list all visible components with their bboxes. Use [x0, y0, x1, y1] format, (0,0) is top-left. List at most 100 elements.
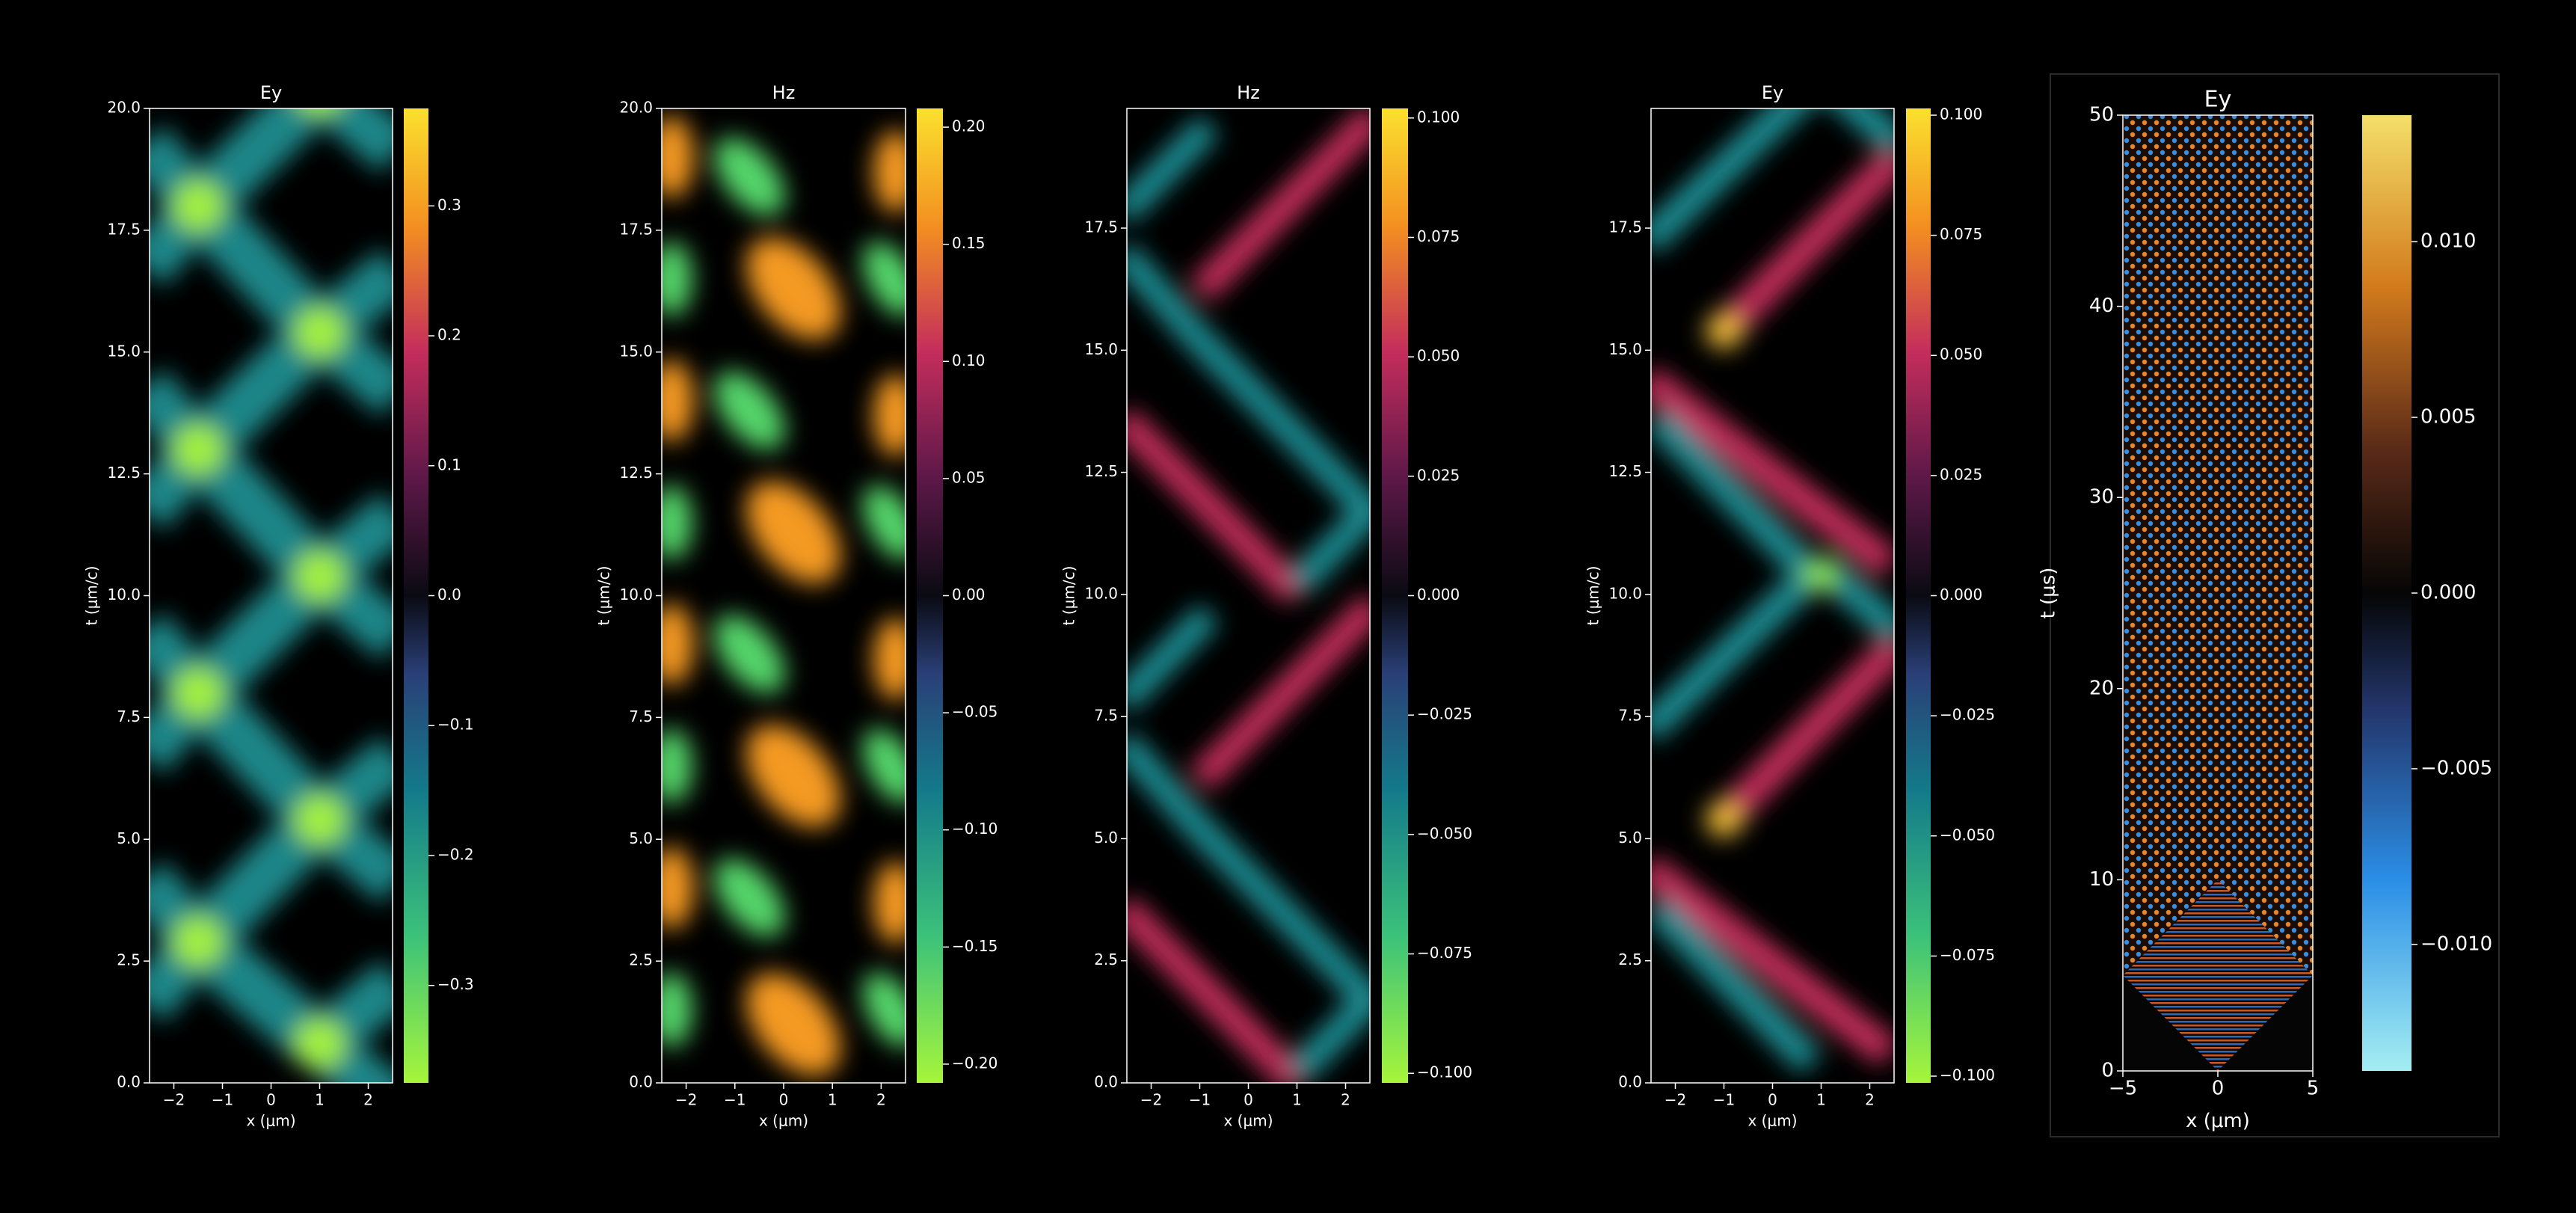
colorbar	[404, 108, 428, 1083]
colorbar-tick-label: −0.20	[952, 1054, 997, 1072]
x-tick-label: −1	[1713, 1091, 1735, 1109]
x-tick-label: −1	[1189, 1091, 1211, 1109]
x-tick-label: 0	[2212, 1078, 2225, 1100]
y-axis-label: t (μs)	[2038, 568, 2060, 619]
heatmap	[1651, 108, 1894, 1083]
field-peak	[1706, 801, 1742, 838]
y-tick-label: 12.5	[619, 464, 653, 482]
colorbar-tick-label: −0.2	[437, 845, 474, 863]
colorbar	[1906, 108, 1931, 1083]
y-tick-label: 12.5	[1608, 462, 1642, 480]
colorbar-tick-label: 0.0	[437, 586, 461, 604]
y-tick-label: 15.0	[619, 342, 653, 360]
y-tick-label: 17.5	[1084, 218, 1118, 236]
field-band	[1651, 408, 1822, 586]
field-band	[1190, 330, 1370, 526]
colorbar-tick-label: 0.000	[1940, 586, 1982, 604]
y-tick-label: 20.0	[619, 99, 653, 117]
y-tick-label: 40	[2089, 295, 2114, 317]
colorbar-tick-label: −0.10	[952, 820, 997, 838]
y-tick-label: 20	[2089, 677, 2114, 699]
field-band	[335, 108, 337, 110]
colorbar-tick-label: −0.100	[1940, 1066, 1995, 1084]
y-axis-label: t (μm/c)	[1584, 566, 1602, 626]
colorbar-tick-label: 0.100	[1417, 108, 1460, 126]
field-peak	[746, 481, 841, 584]
y-tick-label: 10.0	[1608, 584, 1642, 602]
x-axis-label: x (μm)	[1747, 1112, 1797, 1130]
y-tick-label: 7.5	[117, 707, 141, 725]
colorbar-tick-label: 0.005	[2420, 406, 2476, 429]
y-tick-label: 12.5	[1084, 462, 1118, 480]
field-band	[1189, 593, 1370, 791]
colorbar-tick-label: 0.100	[1940, 105, 1982, 123]
colorbar-tick-label: −0.1	[437, 716, 474, 734]
heatmap	[2123, 115, 2313, 1071]
x-axis-label: x (μm)	[759, 1112, 808, 1130]
x-tick-label: 0	[1768, 1091, 1777, 1109]
heatmap-background	[1127, 108, 1370, 1083]
y-axis-label: t (μm/c)	[83, 566, 101, 626]
x-tick-label: −1	[724, 1091, 746, 1109]
field-peak	[713, 859, 785, 937]
colorbar-tick-label: −0.025	[1417, 705, 1472, 723]
field-peak	[746, 237, 841, 340]
heatmap	[662, 108, 906, 1083]
colorbar-tick-label: −0.010	[2420, 933, 2492, 955]
heatmap-field	[1651, 108, 1894, 1074]
y-tick-label: 2.5	[1094, 951, 1118, 968]
colorbar-tick-label: −0.15	[952, 937, 997, 955]
y-tick-label: 0.0	[117, 1073, 141, 1091]
colorbar-tick-label: −0.005	[2420, 757, 2492, 779]
field-peak	[662, 116, 695, 199]
y-tick-label: 2.5	[1618, 951, 1642, 968]
colorbar-tick-label: −0.100	[1417, 1063, 1472, 1081]
y-tick-label: 0.0	[1618, 1073, 1642, 1091]
field-band	[303, 108, 393, 173]
field-peak	[173, 916, 224, 968]
colorbar-tick-label: 0.000	[2420, 582, 2476, 604]
x-tick-label: 0	[1244, 1091, 1253, 1109]
field-peak	[713, 615, 785, 693]
field-peak	[662, 728, 693, 804]
y-tick-label: 10.0	[619, 586, 653, 604]
x-tick-label: 0	[266, 1091, 276, 1109]
y-axis-label: t (μm/c)	[1060, 566, 1078, 626]
colorbar-tick-label: 0.15	[952, 234, 986, 252]
heatmap-field	[2123, 115, 2313, 1071]
x-tick-label: −2	[1140, 1091, 1162, 1109]
y-tick-label: 10.0	[1084, 584, 1118, 602]
colorbar-tick-label: 0.1	[437, 455, 461, 473]
field-peak	[873, 374, 906, 457]
field-peak	[713, 137, 785, 216]
field-band	[1127, 408, 1308, 605]
field-band	[1189, 108, 1370, 303]
x-tick-label: 2	[363, 1091, 373, 1109]
field-peak	[1706, 313, 1742, 349]
field-peak	[294, 550, 345, 602]
y-tick-label: 17.5	[1608, 218, 1642, 236]
heatmap-field	[662, 116, 906, 1076]
x-tick-label: 2	[1865, 1091, 1875, 1109]
y-tick-label: 5.0	[629, 829, 653, 847]
x-tick-label: −2	[163, 1091, 185, 1109]
field-peak	[662, 847, 695, 930]
colorbar-tick-label: 0.10	[952, 351, 986, 369]
field-peak	[662, 603, 695, 686]
chart-title: Ey	[2204, 87, 2232, 113]
field-peak	[1804, 558, 1838, 592]
field-band	[1190, 818, 1370, 1015]
field-peak	[662, 485, 693, 560]
heatmap	[1127, 108, 1370, 1083]
heatmap-field	[150, 108, 393, 1083]
y-tick-label: 0	[2101, 1060, 2114, 1082]
field-band	[1712, 632, 1894, 831]
y-tick-label: 7.5	[1094, 707, 1118, 725]
field-peak	[173, 424, 224, 476]
x-tick-label: 1	[315, 1091, 325, 1109]
y-tick-label: 12.5	[107, 464, 141, 482]
colorbar-tick-label: −0.3	[437, 975, 474, 993]
colorbar-tick-label: −0.050	[1417, 824, 1472, 842]
y-tick-label: 10	[2089, 868, 2114, 891]
